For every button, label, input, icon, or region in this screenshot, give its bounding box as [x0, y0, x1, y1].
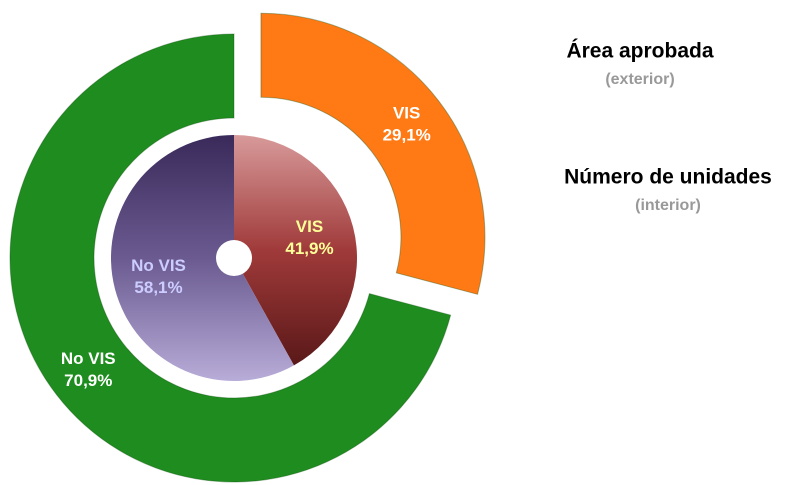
slice: [234, 135, 357, 366]
legend-title: Número de unidades: [564, 166, 772, 189]
legend-title: Área aprobada: [566, 40, 713, 63]
hole: [216, 240, 252, 276]
slice-label: VIS: [296, 217, 323, 236]
slice-value-label: 70,9%: [64, 371, 112, 390]
slice-value-label: 58,1%: [134, 278, 182, 297]
slice-value-label: 41,9%: [285, 239, 333, 258]
legend-subtitle: (exterior): [605, 71, 674, 88]
slice: [260, 12, 486, 295]
slice-label: VIS: [393, 103, 420, 122]
slice-label: No VIS: [61, 349, 116, 368]
slice: [9, 33, 452, 483]
legend-subtitle: (interior): [635, 197, 701, 214]
rings: VIS 29,1% No VIS 70,9% VIS 41,9% No VIS 58,1%: [9, 12, 486, 483]
slice-label: No VIS: [131, 256, 186, 275]
slice: [110, 135, 294, 381]
slice-value-label: 29,1%: [383, 125, 431, 144]
